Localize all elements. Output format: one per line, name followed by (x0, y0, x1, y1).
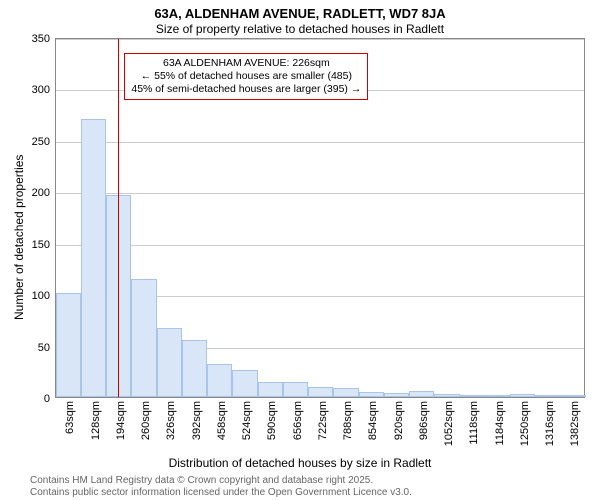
x-tick-label: 63sqm (64, 401, 76, 434)
x-tick-label: 1184sqm (494, 401, 506, 445)
gridline-h (56, 193, 584, 194)
chart-container: 63A, ALDENHAM AVENUE, RADLETT, WD7 8JA S… (0, 0, 600, 500)
chart-title-secondary: Size of property relative to detached ho… (0, 22, 600, 36)
x-tick-label: 1052sqm (443, 401, 455, 446)
y-tick-label: 350 (32, 33, 50, 45)
histogram-bar (460, 395, 485, 397)
x-tick-label: 1382sqm (569, 401, 581, 446)
callout-line: ← 55% of detached houses are smaller (48… (131, 70, 361, 83)
gridline-h (56, 142, 584, 143)
histogram-bar (333, 388, 358, 397)
chart-title-primary: 63A, ALDENHAM AVENUE, RADLETT, WD7 8JA (0, 6, 600, 21)
gridline-h (56, 39, 584, 40)
histogram-bar (485, 395, 510, 397)
x-tick-label: 1118sqm (468, 401, 480, 445)
histogram-bar (308, 387, 333, 397)
y-tick-label: 150 (32, 239, 50, 251)
histogram-bar (434, 394, 459, 397)
x-tick-label: 392sqm (191, 401, 203, 440)
y-tick-label: 250 (32, 136, 50, 148)
x-tick-label: 128sqm (90, 401, 102, 440)
histogram-bar (182, 340, 207, 397)
y-tick-label: 200 (32, 187, 50, 199)
histogram-bar (535, 395, 560, 397)
histogram-bar (207, 364, 232, 397)
histogram-bar (409, 391, 434, 397)
x-tick-label: 1316sqm (544, 401, 556, 446)
histogram-bar (232, 370, 257, 397)
x-tick-label: 524sqm (241, 401, 253, 440)
x-tick-label: 722sqm (317, 401, 329, 440)
x-tick-label: 590sqm (266, 401, 278, 440)
histogram-bar (258, 382, 283, 397)
y-tick-label: 0 (44, 393, 50, 405)
x-tick-label: 1250sqm (519, 401, 531, 446)
callout-box: 63A ALDENHAM AVENUE: 226sqm← 55% of deta… (124, 53, 368, 100)
reference-line (118, 39, 119, 397)
x-tick-label: 458sqm (216, 401, 228, 440)
gridline-h (56, 245, 584, 246)
histogram-bar (283, 382, 308, 397)
histogram-bar (157, 328, 182, 397)
x-tick-label: 986sqm (418, 401, 430, 440)
histogram-bar (359, 392, 384, 397)
histogram-bar (56, 293, 81, 397)
histogram-bar (510, 394, 535, 397)
histogram-bar (131, 279, 156, 397)
x-tick-label: 326sqm (165, 401, 177, 440)
attribution-line-1: Contains HM Land Registry data © Crown c… (30, 475, 373, 486)
y-tick-label: 100 (32, 290, 50, 302)
callout-line: 63A ALDENHAM AVENUE: 226sqm (131, 57, 361, 70)
x-tick-label: 854sqm (367, 401, 379, 440)
histogram-bar (384, 393, 409, 397)
histogram-bar (81, 119, 106, 397)
histogram-bar (561, 395, 586, 397)
attribution-line-2: Contains public sector information licen… (30, 487, 412, 498)
y-tick-label: 300 (32, 84, 50, 96)
y-tick-label: 50 (38, 342, 50, 354)
plot-area: 05010015020025030035063sqm128sqm194sqm26… (55, 38, 585, 398)
x-tick-label: 656sqm (292, 401, 304, 440)
x-tick-label: 194sqm (115, 401, 127, 440)
x-tick-label: 260sqm (140, 401, 152, 440)
x-tick-label: 788sqm (342, 401, 354, 440)
callout-line: 45% of semi-detached houses are larger (… (131, 83, 361, 96)
x-axis-label: Distribution of detached houses by size … (0, 456, 600, 470)
x-tick-label: 920sqm (393, 401, 405, 440)
y-axis-label: Number of detached properties (12, 155, 26, 320)
